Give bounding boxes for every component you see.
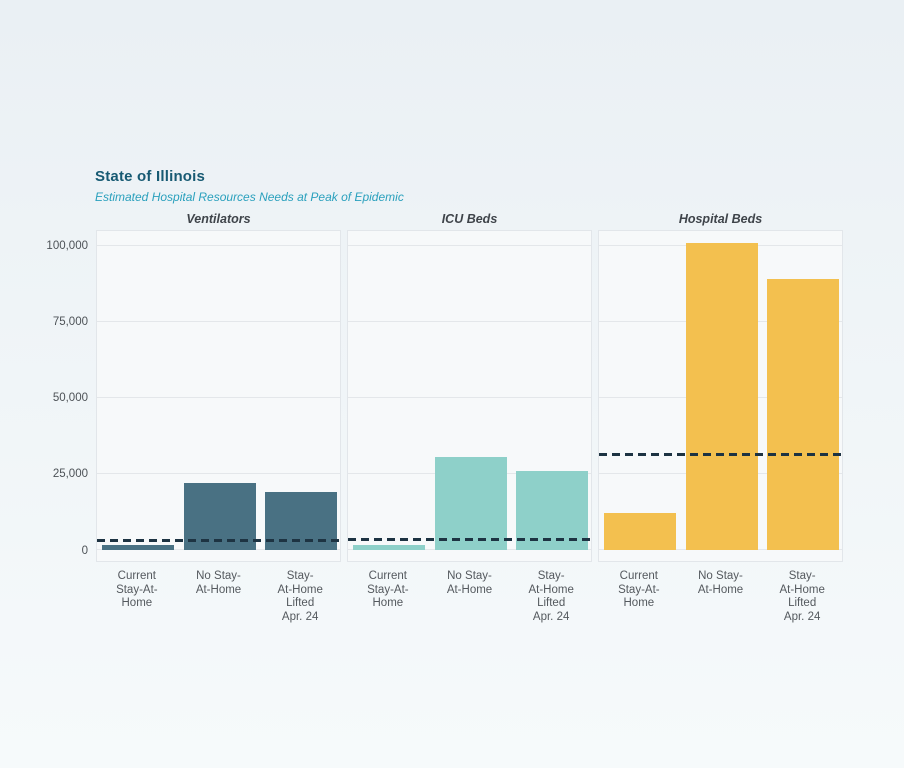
panel-title: Ventilators <box>186 212 251 226</box>
panel-title: ICU Beds <box>441 212 498 226</box>
capacity-dashed-line <box>599 453 842 457</box>
bar-stay-at-home-lifted-apr-24 <box>767 279 840 550</box>
chart-subtitle: Estimated Hospital Resources Needs at Pe… <box>95 190 404 204</box>
x-axis-tick-label: No Stay- At-Home <box>697 570 744 596</box>
x-axis-tick-label: Current Stay-At- Home <box>367 570 409 609</box>
panel-hospital-beds: Hospital Beds Current Stay-At- Home No Stay-… <box>598 212 843 623</box>
gridline <box>97 396 340 398</box>
panel-title: Hospital Beds <box>678 212 763 226</box>
chart-header: State of Illinois Estimated Hospital Res… <box>95 168 850 204</box>
x-axis-tick-label: No Stay- At-Home <box>446 570 493 596</box>
x-axis-tick-label: Stay- At-Home Lifted Apr. 24 <box>528 570 574 623</box>
gridline <box>97 472 340 474</box>
x-axis-tick-label: Current Stay-At- Home <box>116 570 158 609</box>
plot-area <box>96 230 341 562</box>
capacity-dashed-line <box>348 537 591 541</box>
x-axis-labels: Current Stay-At- Home No Stay- At-Home Stay- A… <box>598 562 843 623</box>
gridline <box>97 320 340 322</box>
x-axis-labels: Current Stay-At- Home No Stay- At-Home Stay- A… <box>96 562 341 623</box>
y-axis-tick-label: 75,000 <box>52 316 88 329</box>
bar-no-stay-at-home <box>434 457 507 550</box>
panel-icu-beds: ICU Beds Current Stay-At- Home No Stay- At-Ho… <box>347 212 592 623</box>
gridline <box>97 244 340 246</box>
plot-area <box>598 230 843 562</box>
y-axis: 0 25,000 50,000 75,000 100,000 <box>40 212 88 582</box>
bar-current-stay-at-home <box>101 545 174 550</box>
x-axis-tick-label: Current Stay-At- Home <box>618 570 660 609</box>
capacity-dashed-line <box>97 538 340 542</box>
page-title: State of Illinois <box>95 168 206 185</box>
x-axis-tick-label: No Stay- At-Home <box>195 570 242 596</box>
gridline <box>348 320 591 322</box>
panel-ventilators: Ventilators Current Stay-At- Home No Stay- At… <box>96 212 341 623</box>
bar-current-stay-at-home <box>352 545 425 550</box>
x-axis-labels: Current Stay-At- Home No Stay- At-Home Stay- A… <box>347 562 592 623</box>
x-axis-tick-label: Stay- At-Home Lifted Apr. 24 <box>779 570 825 623</box>
x-axis-tick-label: Stay- At-Home Lifted Apr. 24 <box>277 570 323 623</box>
y-axis-tick-label: 25,000 <box>52 468 88 481</box>
y-axis-tick-label: 50,000 <box>52 392 88 405</box>
bar-no-stay-at-home <box>183 483 256 550</box>
y-axis-tick-label: 0 <box>81 544 88 557</box>
chart-body: 0 25,000 50,000 75,000 100,000 Ventilators Cu… <box>40 212 850 682</box>
bar-stay-at-home-lifted-apr-24 <box>516 470 589 550</box>
hospital-resources-chart: State of Illinois Estimated Hospital Res… <box>40 168 850 682</box>
gridline <box>348 244 591 246</box>
bar-no-stay-at-home <box>685 242 758 550</box>
gridline <box>348 396 591 398</box>
y-axis-tick-label: 100,000 <box>46 240 88 253</box>
plot-area <box>347 230 592 562</box>
bar-current-stay-at-home <box>603 513 676 550</box>
